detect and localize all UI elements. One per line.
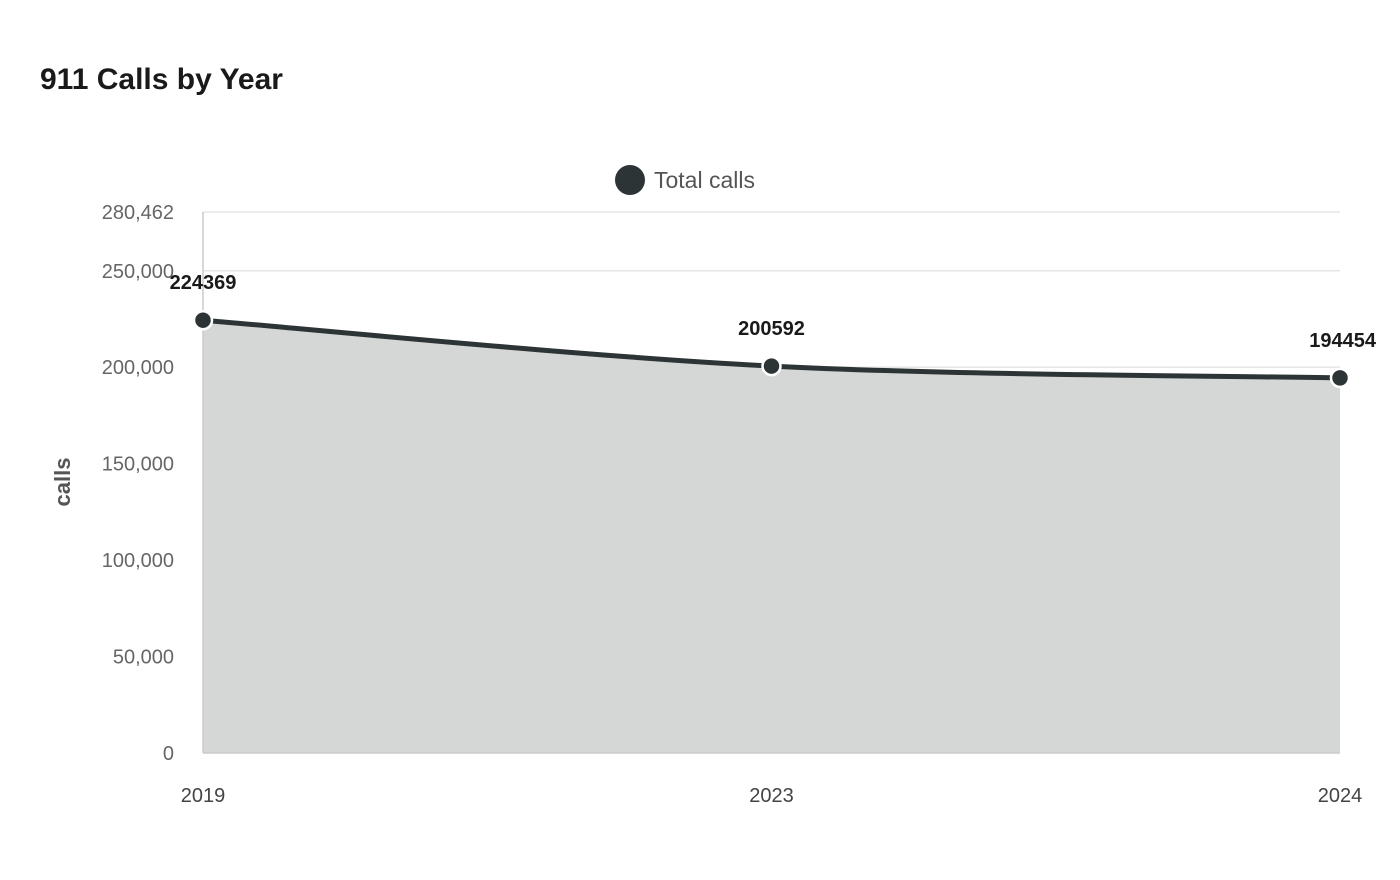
y-tick-label: 150,000 xyxy=(102,454,174,476)
y-tick-label: 250,000 xyxy=(102,261,174,283)
area-layer xyxy=(200,317,1343,753)
axes xyxy=(202,212,1340,754)
y-tick-label: 200,000 xyxy=(102,357,174,379)
data-point xyxy=(1329,367,1351,389)
y-tick-label: 50,000 xyxy=(113,647,174,669)
y-tick-label: 0 xyxy=(163,743,174,765)
area-fill xyxy=(203,320,1340,753)
data-labels: 224369 200592 194454 xyxy=(170,272,1377,352)
y-tick-label: 100,000 xyxy=(102,550,174,572)
data-label: 200592 xyxy=(738,318,805,340)
x-tick-label: 2024 xyxy=(1318,785,1363,807)
x-tick-labels: 2019 2023 2024 xyxy=(181,785,1363,807)
x-tick-label: 2023 xyxy=(749,785,794,807)
data-point xyxy=(761,355,782,377)
data-label: 194454 xyxy=(1309,330,1377,352)
legend[interactable]: Total calls xyxy=(615,165,755,195)
y-axis-title: calls xyxy=(50,458,75,507)
y-tick-labels: 0 50,000 100,000 150,000 200,000 250,000 280,4… xyxy=(102,202,174,765)
x-tick-label: 2019 xyxy=(181,785,226,807)
data-points xyxy=(192,309,1351,389)
legend-marker-icon xyxy=(615,165,645,195)
y-tick-label: 280,462 xyxy=(102,202,174,224)
data-point xyxy=(192,309,214,331)
data-label: 224369 xyxy=(170,272,237,294)
legend-label: Total calls xyxy=(654,167,755,193)
chart-title: 911 Calls by Year xyxy=(40,63,283,96)
